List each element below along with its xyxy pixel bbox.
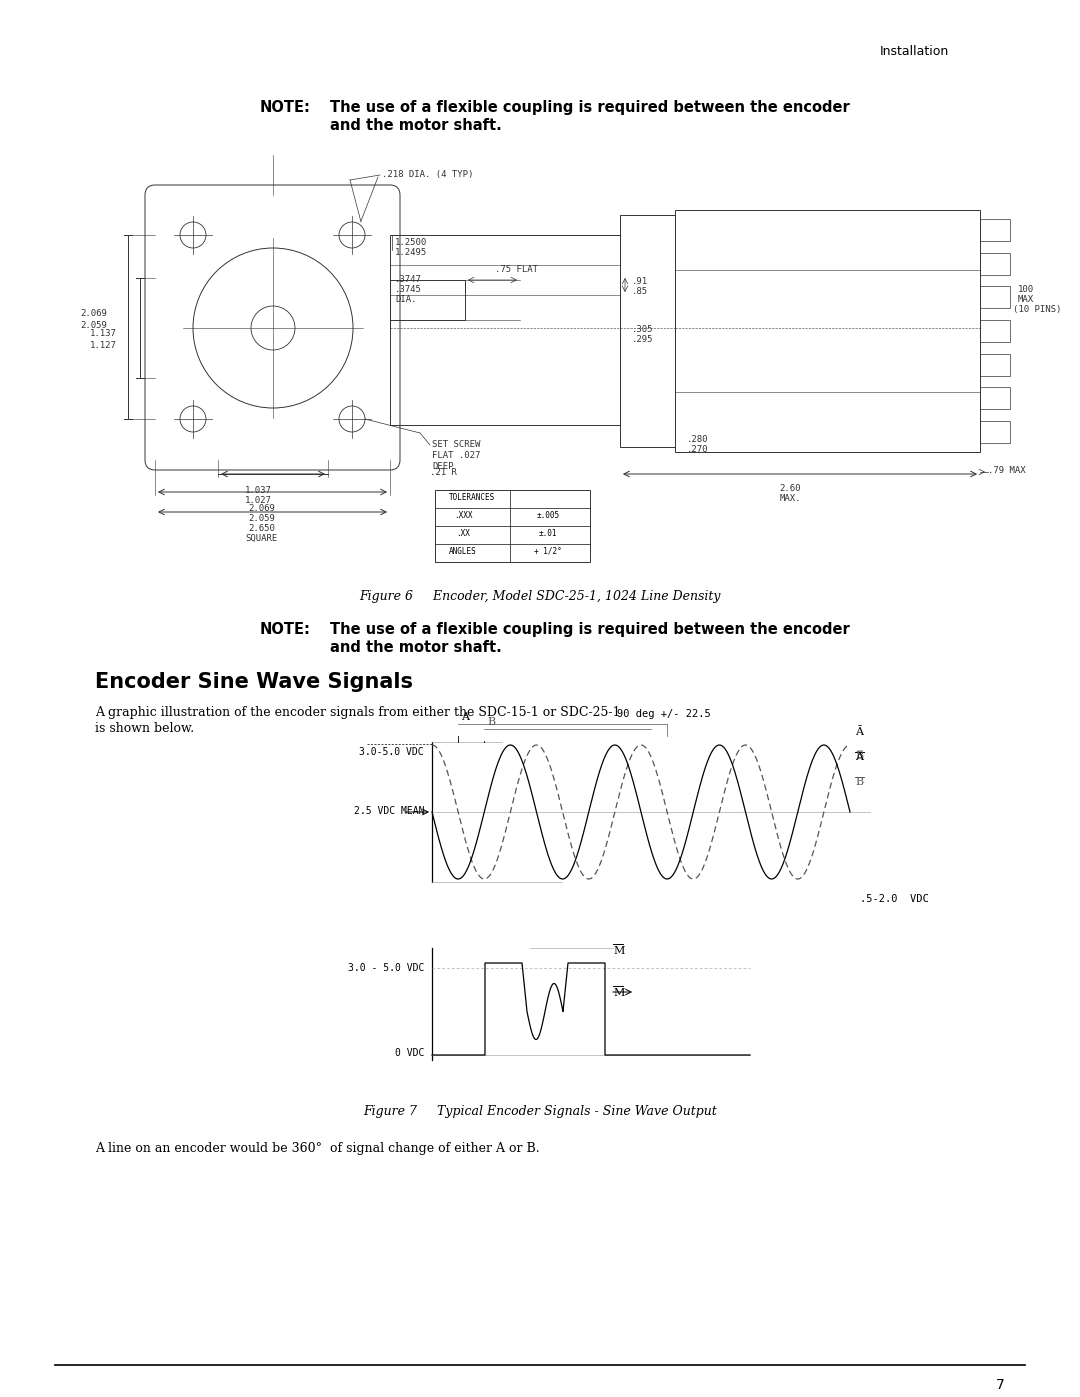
Text: .280: .280 [687,434,708,444]
Bar [980,286,1010,309]
Text: FLAT .027: FLAT .027 [432,451,481,460]
Text: .270: .270 [687,446,708,454]
Text: B: B [487,717,496,726]
Text: The use of a flexible coupling is required between the encoder: The use of a flexible coupling is requir… [330,101,850,115]
Text: .3745: .3745 [395,285,422,293]
Text: SET SCREW: SET SCREW [432,440,481,448]
Text: NOTE:: NOTE: [260,622,311,637]
Text: ANGLES: ANGLES [449,548,477,556]
Text: 100: 100 [1018,285,1035,293]
Text: Figure 7     Typical Encoder Signals - Sine Wave Output: Figure 7 Typical Encoder Signals - Sine … [363,1105,717,1118]
Text: The use of a flexible coupling is required between the encoder: The use of a flexible coupling is requir… [330,622,850,637]
Text: 1.037: 1.037 [244,486,271,495]
Text: 2.60: 2.60 [780,483,800,493]
Bar [980,387,1010,409]
Text: ±.005: ±.005 [537,511,559,520]
Text: A graphic illustration of the encoder signals from either the SDC-15-1 or SDC-25: A graphic illustration of the encoder si… [95,705,621,719]
Text: 1.127: 1.127 [90,341,117,349]
Text: .295: .295 [632,335,653,344]
Text: 1.027: 1.027 [244,496,271,504]
Text: and the motor shaft.: and the motor shaft. [330,640,502,655]
Text: .218 DIA. (4 TYP): .218 DIA. (4 TYP) [382,170,473,179]
Bar [980,420,1010,443]
Text: 0 VDC: 0 VDC [394,1048,424,1058]
Text: SQUARE: SQUARE [246,534,279,543]
Text: M: M [613,988,624,997]
Bar [980,353,1010,376]
Text: 90 deg +/- 22.5: 90 deg +/- 22.5 [617,710,711,719]
Text: .3747: .3747 [395,275,422,284]
Text: .79 MAX: .79 MAX [988,467,1026,475]
Text: 3.0-5.0 VDC: 3.0-5.0 VDC [360,747,424,757]
Text: .75 FLAT: .75 FLAT [495,265,538,274]
Text: TOLERANCES: TOLERANCES [449,493,495,502]
Text: B: B [855,777,863,787]
Text: 2.069: 2.069 [248,504,275,513]
Text: 7: 7 [996,1377,1004,1391]
Text: and the motor shaft.: and the motor shaft. [330,117,502,133]
Text: DIA.: DIA. [395,295,417,305]
Text: MAX: MAX [1018,295,1035,305]
Text: 1.2495: 1.2495 [395,249,428,257]
Text: .XX: .XX [456,529,470,538]
Bar [435,490,590,562]
Text: DEEP: DEEP [432,462,454,471]
Text: .85: .85 [632,286,648,296]
Bar [675,210,980,453]
Text: .5-2.0  VDC: .5-2.0 VDC [860,894,929,904]
Text: .XXX: .XXX [454,511,472,520]
Text: B̅: B̅ [855,752,863,761]
Text: Installation: Installation [880,45,949,59]
Text: Figure 6     Encoder, Model SDC-25-1, 1024 Line Density: Figure 6 Encoder, Model SDC-25-1, 1024 L… [360,590,720,604]
Text: is shown below.: is shown below. [95,722,194,735]
Text: 2.069: 2.069 [80,309,107,317]
Text: .91: .91 [632,277,648,286]
Text: ±.01: ±.01 [539,529,557,538]
Text: A: A [461,712,469,722]
Text: + 1/2°: + 1/2° [535,548,562,556]
Text: M: M [613,946,624,956]
Text: .305: .305 [632,326,653,334]
Bar [980,219,1010,242]
Bar [980,253,1010,275]
Text: NOTE:: NOTE: [260,101,311,115]
Bar [980,320,1010,342]
Text: (10 PINS): (10 PINS) [1013,305,1062,314]
Bar [390,235,620,425]
Bar [620,215,675,447]
Text: A: A [855,752,863,761]
Text: 1.2500: 1.2500 [395,237,428,247]
Text: .21 R: .21 R [430,468,457,476]
Text: 1.137: 1.137 [90,328,117,338]
Text: Ā: Ā [855,726,863,738]
Text: 2.059: 2.059 [248,514,275,522]
Text: A line on an encoder would be 360°  of signal change of either A or B.: A line on an encoder would be 360° of si… [95,1141,540,1155]
Text: 2.059: 2.059 [80,320,107,330]
Text: 3.0 - 5.0 VDC: 3.0 - 5.0 VDC [348,963,424,972]
Text: 2.650: 2.650 [248,524,275,534]
Text: Encoder Sine Wave Signals: Encoder Sine Wave Signals [95,672,413,692]
Text: MAX.: MAX. [780,495,800,503]
Bar [390,279,465,320]
Text: 2.5 VDC MEAN: 2.5 VDC MEAN [353,806,424,816]
